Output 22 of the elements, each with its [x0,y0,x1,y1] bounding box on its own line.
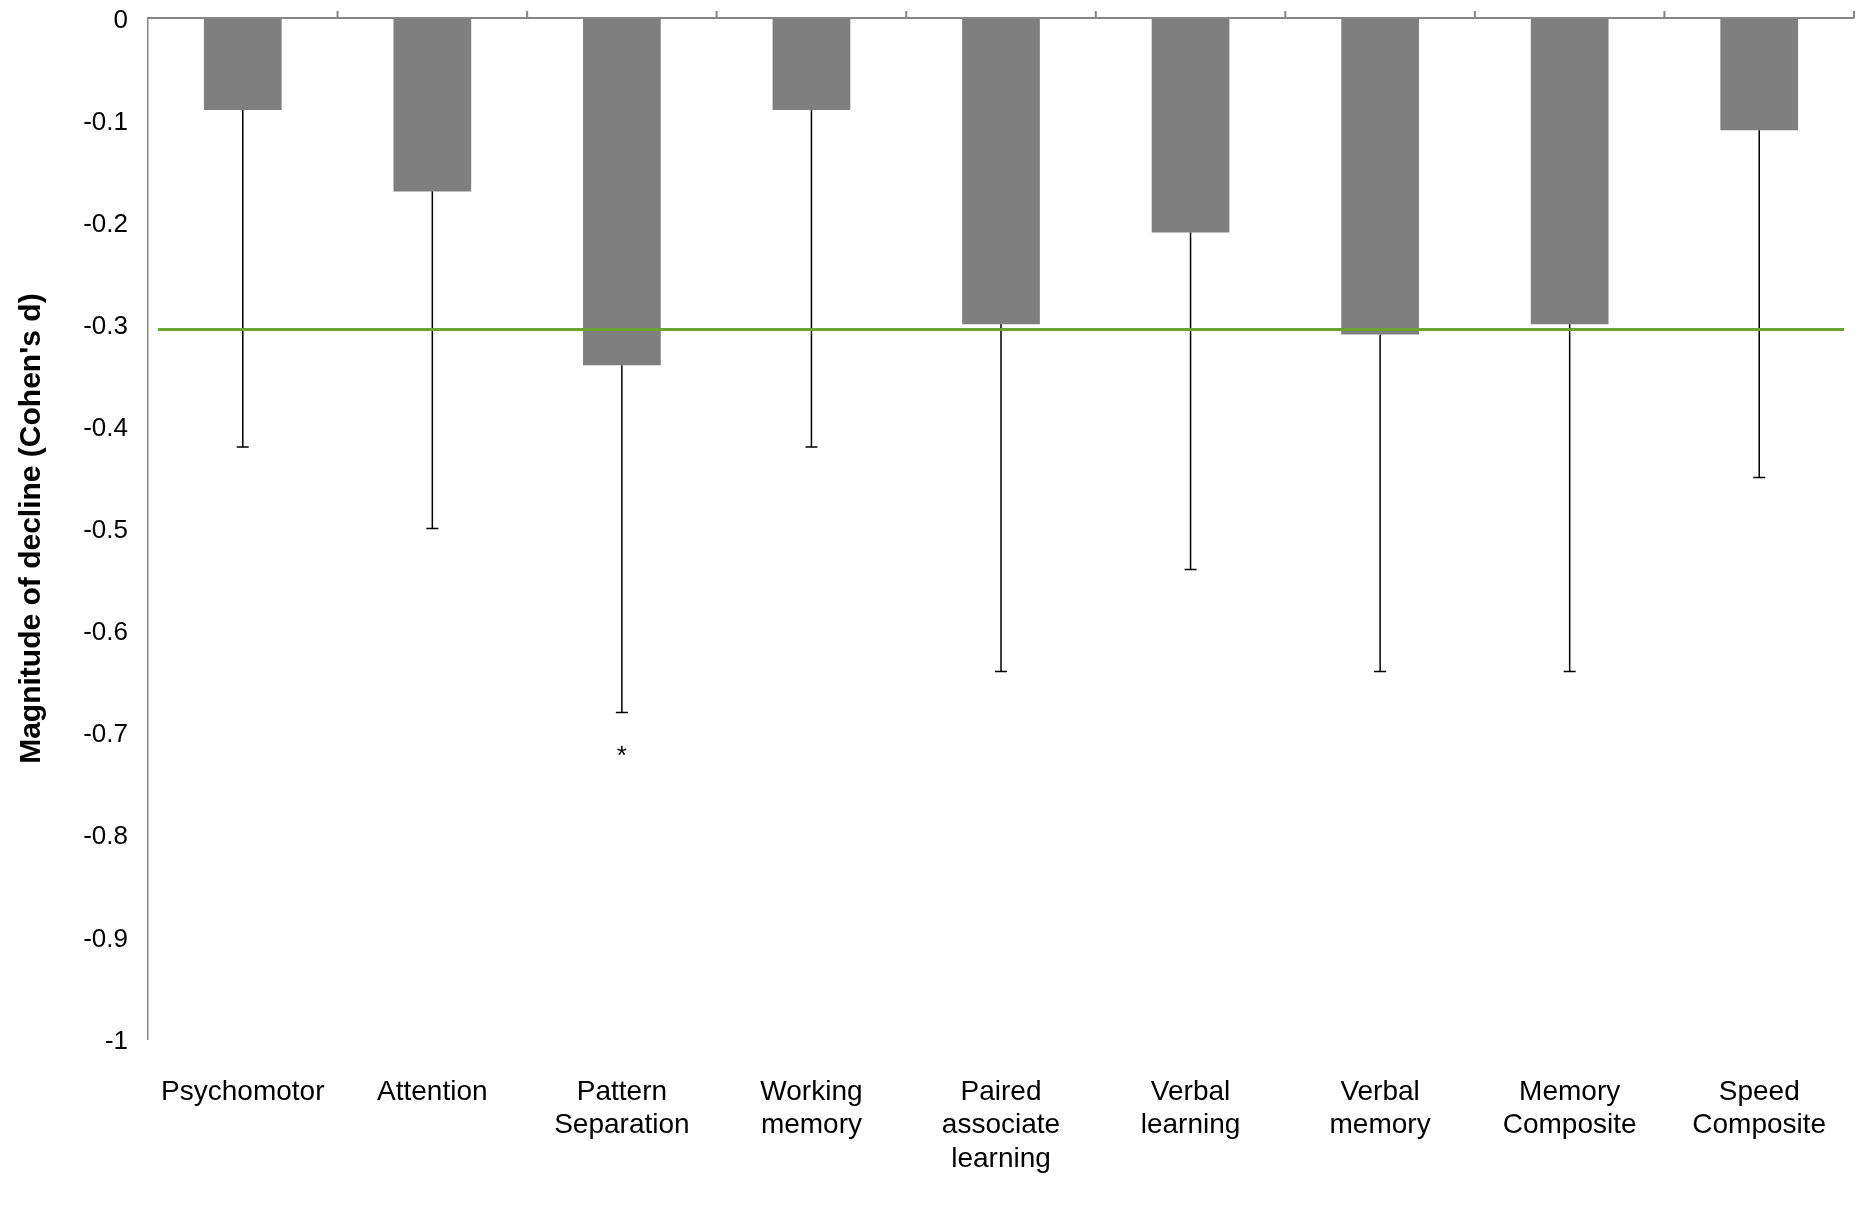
x-tick-label: Speed Composite [1692,1074,1827,1140]
y-tick-label: -0.5 [83,514,128,545]
y-tick-label: -0.6 [83,616,128,647]
y-tick-label: -0.1 [83,105,128,136]
x-tick-label: Working memory [760,1074,863,1140]
annotation: * [616,739,627,770]
y-tick-label: -1 [104,1024,128,1055]
y-tick-label: -0.9 [83,922,128,953]
y-tick-label: -0.2 [83,207,128,238]
y-tick-label: -0.4 [83,411,128,442]
y-tick-label: -0.7 [83,718,128,749]
y-axis-title: Magnitude of decline (Cohen's d) [13,293,47,764]
x-tick-label: Memory Composite [1502,1074,1637,1140]
y-tick-label: -0.3 [83,309,128,340]
x-tick-label: Psychomotor [161,1074,325,1106]
x-tick-label: Pattern Separation [554,1074,690,1140]
x-tick-label: Verbal learning [1140,1074,1241,1140]
x-tick-label: Verbal memory [1329,1074,1431,1140]
x-tick-label: Paired associate learning [941,1074,1061,1173]
y-tick-label: -0.8 [83,820,128,851]
y-tick-label: 0 [113,3,128,34]
x-tick-label: Attention [377,1074,488,1106]
